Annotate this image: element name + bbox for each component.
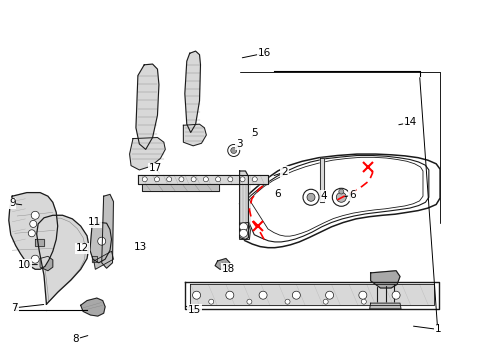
Text: 16: 16: [257, 48, 270, 58]
Text: 12: 12: [75, 243, 89, 253]
Circle shape: [239, 223, 247, 231]
Text: 1: 1: [433, 324, 440, 334]
Polygon shape: [184, 282, 438, 309]
Polygon shape: [136, 64, 159, 149]
Text: 18: 18: [222, 264, 235, 274]
Text: 3: 3: [236, 139, 243, 149]
Circle shape: [191, 177, 196, 182]
Polygon shape: [239, 222, 250, 239]
Circle shape: [252, 177, 257, 182]
Text: 17: 17: [148, 163, 162, 174]
Polygon shape: [90, 222, 111, 263]
Polygon shape: [370, 271, 399, 288]
Circle shape: [358, 291, 366, 299]
Polygon shape: [369, 303, 400, 309]
Circle shape: [192, 291, 200, 299]
Polygon shape: [81, 298, 105, 316]
Circle shape: [208, 299, 213, 304]
Circle shape: [246, 299, 251, 304]
Circle shape: [240, 177, 244, 182]
Circle shape: [361, 299, 366, 304]
Circle shape: [336, 192, 346, 202]
Circle shape: [28, 230, 35, 237]
Text: 8: 8: [72, 334, 79, 344]
Polygon shape: [183, 124, 206, 146]
Circle shape: [30, 220, 37, 228]
Circle shape: [303, 189, 318, 205]
Polygon shape: [40, 256, 53, 271]
Circle shape: [203, 177, 208, 182]
Text: 11: 11: [87, 217, 101, 228]
Circle shape: [227, 177, 232, 182]
Polygon shape: [129, 138, 165, 170]
Circle shape: [323, 299, 327, 304]
Circle shape: [98, 237, 105, 245]
Circle shape: [391, 291, 399, 299]
Circle shape: [338, 189, 343, 194]
Polygon shape: [138, 175, 267, 184]
Circle shape: [142, 177, 147, 182]
Text: 4: 4: [320, 191, 326, 201]
Text: 6: 6: [348, 190, 355, 200]
Circle shape: [285, 299, 289, 304]
Text: 1: 1: [433, 324, 440, 334]
Circle shape: [332, 188, 349, 206]
Circle shape: [215, 177, 220, 182]
Polygon shape: [184, 51, 200, 132]
Polygon shape: [102, 194, 113, 268]
Polygon shape: [142, 184, 219, 191]
Circle shape: [306, 193, 314, 201]
Polygon shape: [320, 158, 323, 202]
Text: 9: 9: [9, 198, 16, 208]
Text: 5: 5: [250, 128, 257, 138]
Polygon shape: [94, 251, 113, 269]
Polygon shape: [239, 171, 248, 239]
Circle shape: [259, 291, 266, 299]
Circle shape: [239, 229, 247, 237]
Circle shape: [227, 144, 239, 157]
Polygon shape: [215, 258, 229, 269]
Text: 6: 6: [274, 189, 281, 199]
Polygon shape: [9, 193, 58, 269]
Polygon shape: [92, 256, 97, 262]
Text: 7: 7: [11, 303, 18, 313]
Circle shape: [325, 291, 333, 299]
Polygon shape: [35, 239, 44, 246]
Text: 13: 13: [134, 242, 147, 252]
Text: 2: 2: [281, 167, 287, 177]
Circle shape: [166, 177, 171, 182]
Circle shape: [31, 255, 39, 263]
Circle shape: [230, 148, 236, 153]
Circle shape: [179, 177, 183, 182]
Circle shape: [154, 177, 159, 182]
Text: 15: 15: [187, 305, 201, 315]
Circle shape: [292, 291, 300, 299]
Circle shape: [31, 211, 39, 219]
Text: 14: 14: [403, 117, 417, 127]
Polygon shape: [37, 215, 89, 304]
Polygon shape: [189, 284, 433, 305]
Text: 10: 10: [18, 260, 31, 270]
Circle shape: [225, 291, 233, 299]
